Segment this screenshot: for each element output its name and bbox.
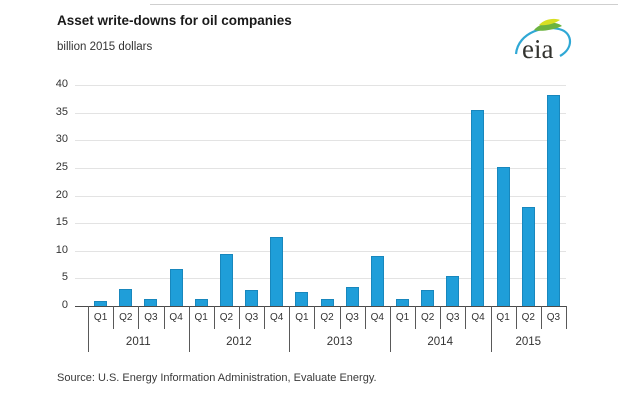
year-label: 2014	[427, 336, 453, 348]
logo-blue-swoosh	[514, 26, 572, 57]
y-tick-label: 30	[55, 133, 68, 146]
quarter-separator	[314, 306, 316, 329]
bar	[320, 299, 334, 306]
y-tick-label: 35	[55, 105, 68, 118]
y-tick-label: 5	[61, 271, 68, 284]
bar	[421, 290, 435, 306]
quarter-separator	[213, 306, 215, 329]
bar	[370, 256, 384, 306]
year-label: 2013	[326, 336, 353, 348]
quarter-label: Q1	[194, 312, 208, 323]
logo-yellow-leaf	[539, 18, 560, 26]
gridline	[75, 195, 566, 197]
chart-subtitle: billion 2015 dollars	[57, 41, 153, 53]
bar	[119, 289, 133, 306]
gridline	[75, 223, 566, 225]
quarter-separator	[540, 306, 542, 329]
logo-text: eia	[522, 34, 553, 64]
quarter-separator	[440, 306, 442, 329]
decorative-rule	[150, 4, 618, 5]
bar	[94, 301, 108, 306]
gridline	[75, 112, 566, 114]
quarter-label: Q1	[395, 312, 410, 323]
logo-green-leaf	[534, 22, 562, 31]
year-label: 2011	[125, 336, 151, 348]
quarter-label: Q2	[119, 312, 133, 323]
quarter-separator	[465, 306, 467, 329]
x-axis-labels: Q1 Q2 Q3 Q4 Q1 Q2 Q3 Q4 Q1 Q2 Q3 Q4 Q1 Q2 Q3 Q4 Q1 Q2 Q3 20…	[88, 306, 567, 354]
year-separator	[389, 306, 391, 352]
bar	[245, 290, 258, 306]
gridline	[75, 167, 566, 169]
quarter-label: Q2	[421, 312, 435, 323]
plot-area	[75, 85, 566, 307]
quarter-label: Q3	[345, 312, 359, 323]
gridline	[75, 140, 566, 142]
quarter-label: Q2	[521, 312, 535, 323]
quarter-separator	[566, 306, 567, 329]
bar	[496, 167, 510, 306]
quarter-label: Q4	[169, 312, 183, 323]
quarter-separator	[339, 306, 341, 329]
chart-title: Asset write-downs for oil companies	[57, 13, 292, 28]
bar	[194, 299, 208, 306]
bar	[169, 269, 183, 306]
eia-logo: eia	[514, 18, 572, 64]
quarter-separator	[364, 306, 366, 329]
bar	[295, 292, 309, 306]
gridline	[75, 85, 566, 86]
gridline	[75, 278, 566, 280]
y-tick-label: 40	[55, 78, 68, 90]
quarter-separator	[238, 306, 240, 329]
bar	[396, 299, 409, 306]
y-tick-label: 25	[55, 160, 68, 173]
quarter-label: Q3	[546, 312, 561, 323]
quarter-label: Q1	[93, 312, 108, 323]
quarter-separator	[138, 306, 140, 329]
year-separator	[490, 306, 492, 352]
quarter-label: Q1	[496, 312, 510, 323]
bar	[546, 95, 560, 306]
year-label: 2015	[515, 336, 542, 348]
quarter-label: Q3	[244, 312, 259, 323]
y-tick-label: 15	[55, 216, 68, 229]
quarter-separator	[113, 306, 115, 329]
quarter-label: Q4	[471, 312, 485, 323]
bar	[521, 207, 535, 306]
bar	[219, 254, 233, 306]
quarter-label: Q4	[370, 312, 384, 323]
y-tick-label: 0	[61, 299, 68, 311]
year-label: 2012	[226, 336, 252, 348]
y-tick-label: 20	[55, 188, 68, 201]
bar	[144, 299, 158, 306]
bar	[471, 110, 485, 306]
quarter-label: Q3	[446, 312, 460, 323]
year-separator	[188, 306, 190, 352]
quarter-label: Q2	[219, 312, 234, 323]
y-tick-label: 10	[55, 243, 68, 256]
quarter-separator	[415, 306, 417, 329]
bar	[446, 276, 460, 306]
gridline	[75, 250, 566, 252]
quarter-label: Q4	[270, 312, 284, 323]
quarter-separator	[264, 306, 266, 329]
quarter-label: Q2	[320, 312, 334, 323]
quarter-separator	[515, 306, 517, 329]
bar	[345, 287, 359, 306]
quarter-separator	[163, 306, 165, 329]
quarter-label: Q1	[295, 312, 309, 323]
source-note: Source: U.S. Energy Information Administ…	[57, 372, 377, 384]
year-separator	[289, 306, 291, 352]
year-separator	[88, 306, 89, 352]
bar	[270, 237, 284, 306]
quarter-label: Q3	[144, 312, 158, 323]
